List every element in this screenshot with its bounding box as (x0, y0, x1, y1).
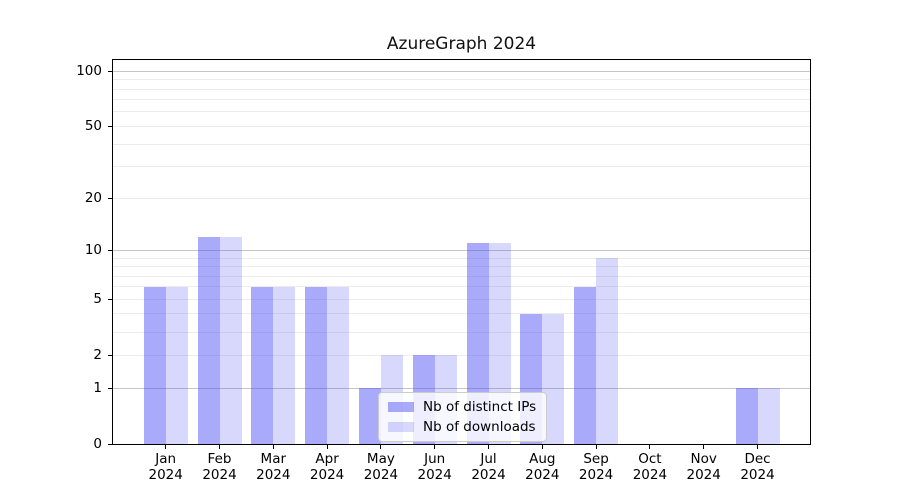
y-tick-0 (108, 444, 112, 445)
y-gridline-minor-80 (113, 88, 810, 90)
y-tick-5 (108, 299, 112, 301)
legend-swatch-ips-icon (388, 402, 414, 412)
x-tick-dec (757, 445, 758, 449)
x-tick-label-nov: Nov 2024 (686, 451, 721, 483)
bar-mar-ips (251, 286, 274, 444)
bar-feb-downloads (219, 236, 242, 444)
x-tick-label-may: May 2024 (363, 451, 399, 483)
legend-entry-downloads: Nb of downloads (388, 419, 536, 435)
x-tick-label-jul: Jul 2024 (471, 451, 506, 483)
y-tick-20 (108, 198, 112, 200)
y-tick-label-10: 10 (84, 242, 102, 259)
y-gridline-minor-7 (113, 275, 810, 277)
x-tick-jun (434, 445, 436, 449)
y-gridline-minor-20 (113, 197, 810, 199)
bar-aug-downloads (542, 314, 565, 444)
y-gridline-minor-9 (113, 257, 810, 259)
legend: Nb of distinct IPs Nb of downloads (378, 392, 548, 442)
bar-mar-downloads (273, 286, 296, 444)
x-tick-oct (649, 445, 651, 449)
y-gridline-minor-30 (113, 166, 810, 168)
bar-dec-ips (735, 388, 758, 444)
x-tick-label-jan: Jan 2024 (148, 451, 183, 483)
y-gridline-minor-5 (113, 298, 810, 300)
legend-entry-ips: Nb of distinct IPs (388, 399, 536, 415)
y-gridline-minor-60 (113, 111, 810, 113)
y-gridline-minor-40 (113, 143, 810, 145)
y-tick-10 (108, 250, 112, 252)
x-tick-label-aug: Aug 2024 (525, 451, 560, 483)
y-gridline-minor-6 (113, 286, 810, 288)
x-tick-sep (595, 445, 597, 449)
y-tick-label-0: 0 (93, 436, 102, 452)
x-tick-label-dec: Dec 2024 (740, 451, 775, 483)
x-tick-aug (541, 445, 543, 449)
y-tick-label-5: 5 (93, 291, 102, 308)
x-tick-label-apr: Apr 2024 (309, 451, 345, 483)
x-tick-label-sep: Sep 2024 (578, 451, 614, 483)
x-tick-label-oct: Oct 2024 (632, 451, 668, 483)
y-gridline-minor-3 (113, 331, 810, 333)
y-tick-100 (108, 71, 112, 73)
y-gridline-major-10 (113, 249, 810, 251)
x-tick-mar (272, 445, 274, 449)
bar-apr-downloads (327, 286, 350, 444)
x-tick-apr (326, 445, 328, 449)
x-tick-nov (703, 445, 705, 449)
bar-sep-ips (574, 286, 597, 444)
y-gridline-major-1 (113, 387, 810, 389)
y-tick-label-50: 50 (84, 118, 102, 135)
y-gridline-minor-2 (113, 354, 810, 356)
x-tick-label-jun: Jun 2024 (417, 451, 452, 483)
plot-area: Nb of distinct IPs Nb of downloads (112, 59, 811, 445)
y-gridline-minor-70 (113, 99, 810, 101)
y-tick-2 (108, 355, 112, 357)
y-gridline-minor-8 (113, 266, 810, 267)
y-gridline-major-100 (113, 70, 810, 72)
x-tick-label-feb: Feb 2024 (202, 451, 237, 483)
x-tick-jul (488, 445, 489, 449)
bar-apr-ips (305, 286, 328, 444)
y-gridline-minor-90 (113, 79, 810, 81)
chart-title: AzureGraph 2024 (386, 34, 537, 54)
x-tick-feb (219, 445, 220, 449)
legend-swatch-downloads-icon (388, 422, 414, 432)
bar-jan-ips (143, 286, 166, 444)
bar-dec-downloads (757, 388, 780, 444)
y-tick-label-100: 100 (76, 63, 102, 80)
y-gridline-minor-4 (113, 313, 810, 315)
legend-label-ips: Nb of distinct IPs (423, 399, 537, 415)
x-tick-label-mar: Mar 2024 (256, 451, 291, 483)
bar-jan-downloads (165, 286, 188, 444)
bar-feb-ips (197, 236, 220, 444)
x-tick-jan (165, 445, 167, 449)
x-tick-may (380, 445, 382, 449)
y-tick-50 (108, 126, 112, 128)
bar-sep-downloads (596, 258, 619, 444)
y-tick-label-20: 20 (84, 190, 102, 207)
y-tick-label-2: 2 (93, 347, 102, 364)
y-tick-1 (108, 388, 112, 389)
y-gridline-minor-50 (113, 125, 810, 127)
bar-may-ips (358, 388, 381, 444)
y-tick-label-1: 1 (93, 380, 102, 396)
legend-label-downloads: Nb of downloads (423, 419, 536, 435)
